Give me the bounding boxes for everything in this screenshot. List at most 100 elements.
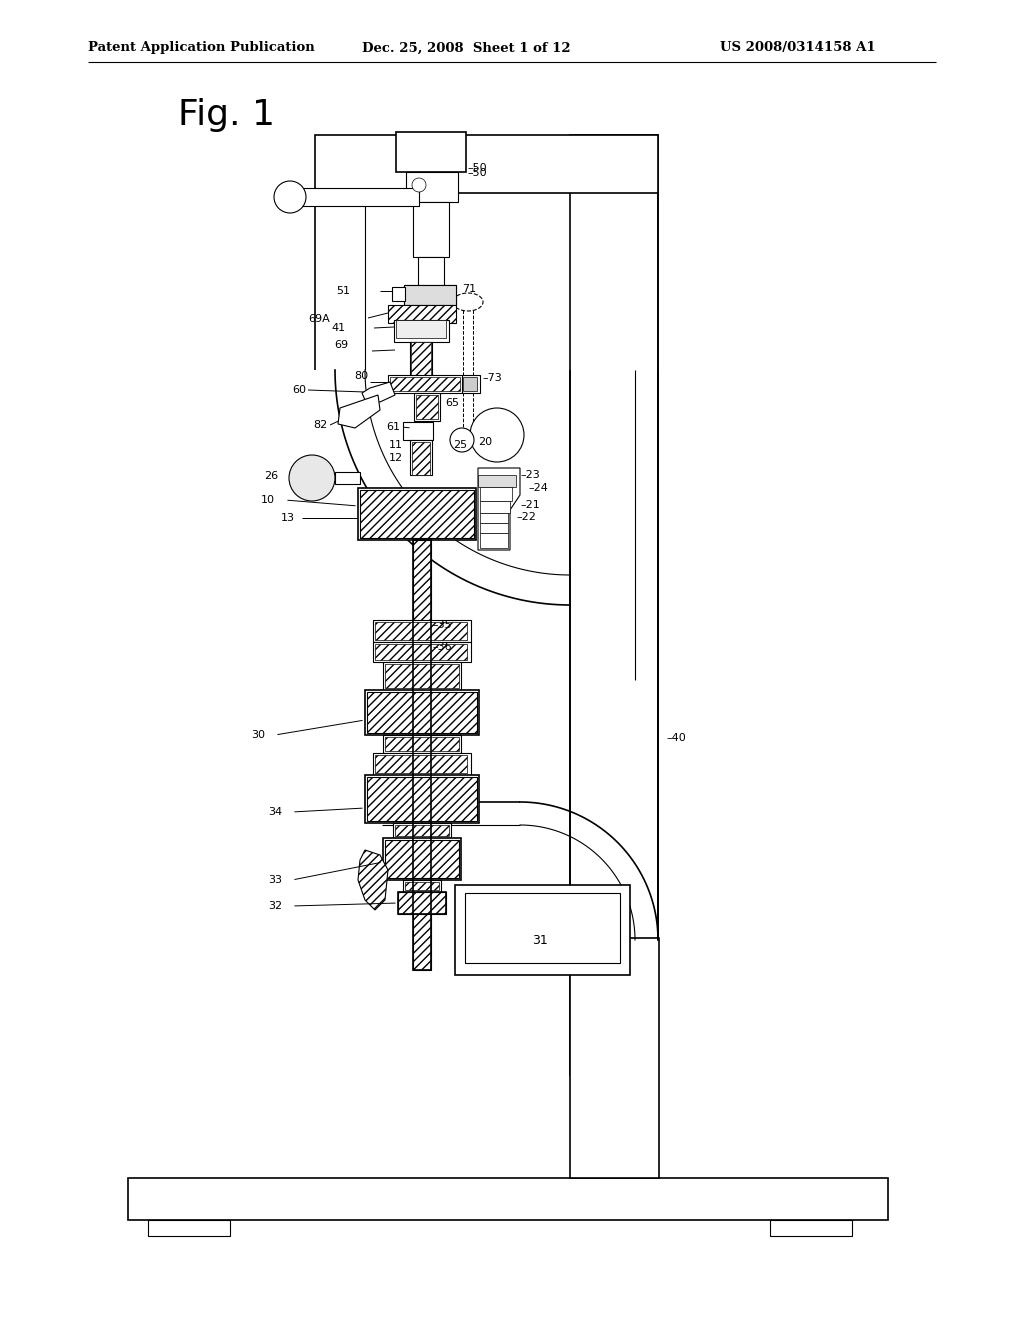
Bar: [462, 375, 480, 393]
Bar: [410, 440, 432, 475]
Bar: [360, 490, 474, 539]
Text: –50: –50: [467, 162, 486, 173]
Bar: [148, 1220, 230, 1236]
Text: US 2008/0314158 A1: US 2008/0314158 A1: [720, 41, 876, 54]
Text: Patent Application Publication: Patent Application Publication: [88, 41, 314, 54]
Bar: [385, 664, 459, 688]
Bar: [465, 894, 620, 964]
Text: 34: 34: [268, 807, 282, 817]
Bar: [416, 395, 438, 418]
Circle shape: [412, 178, 426, 191]
Text: 69: 69: [334, 341, 348, 350]
Text: 26: 26: [264, 471, 278, 480]
Text: 20: 20: [478, 437, 493, 447]
Bar: [335, 473, 360, 484]
Bar: [367, 777, 477, 821]
Bar: [383, 663, 461, 690]
Bar: [478, 475, 516, 487]
Bar: [480, 523, 508, 533]
Bar: [406, 172, 458, 202]
Text: 32: 32: [268, 902, 282, 911]
Bar: [365, 775, 479, 822]
Bar: [375, 755, 467, 774]
Bar: [128, 1177, 888, 1220]
Text: 31: 31: [532, 933, 548, 946]
Bar: [367, 692, 477, 733]
Text: 61: 61: [386, 422, 400, 432]
Text: 80: 80: [354, 371, 368, 381]
Bar: [383, 735, 461, 752]
Bar: [373, 752, 471, 775]
Bar: [463, 378, 477, 391]
Bar: [410, 342, 432, 378]
Text: 51: 51: [336, 286, 350, 296]
Text: 33: 33: [268, 875, 282, 884]
Bar: [398, 892, 446, 913]
Text: 41: 41: [332, 323, 346, 333]
Bar: [418, 257, 444, 286]
Bar: [390, 378, 460, 391]
Bar: [392, 286, 406, 301]
Bar: [770, 1220, 852, 1236]
Text: Dec. 25, 2008  Sheet 1 of 12: Dec. 25, 2008 Sheet 1 of 12: [362, 41, 570, 54]
Bar: [388, 305, 456, 323]
Bar: [414, 393, 440, 421]
Bar: [413, 540, 431, 970]
Circle shape: [274, 181, 306, 213]
Bar: [375, 622, 467, 640]
Text: Fig. 1: Fig. 1: [178, 98, 275, 132]
Bar: [295, 187, 419, 206]
Text: 12: 12: [389, 453, 403, 463]
Bar: [385, 840, 459, 878]
Text: 60: 60: [292, 385, 306, 395]
Bar: [385, 737, 459, 751]
Bar: [406, 882, 439, 890]
Bar: [375, 644, 467, 660]
Bar: [396, 132, 466, 172]
Text: –22: –22: [516, 512, 536, 521]
Bar: [396, 319, 446, 338]
Polygon shape: [478, 469, 520, 550]
Bar: [383, 838, 461, 880]
Bar: [413, 202, 449, 257]
Bar: [480, 487, 512, 502]
Bar: [412, 442, 430, 475]
Bar: [480, 513, 508, 523]
Text: –36: –36: [432, 642, 452, 652]
Text: 11: 11: [389, 440, 403, 450]
Bar: [480, 502, 510, 513]
Polygon shape: [338, 395, 380, 428]
Text: 71: 71: [462, 284, 476, 294]
Bar: [570, 135, 658, 1074]
Bar: [403, 422, 433, 440]
Circle shape: [289, 455, 335, 502]
Text: –23: –23: [520, 470, 540, 480]
Bar: [403, 880, 441, 892]
Bar: [315, 135, 658, 193]
Text: 25: 25: [453, 440, 467, 450]
Text: –40: –40: [666, 733, 686, 743]
Text: –35: –35: [432, 620, 452, 630]
Text: –21: –21: [520, 500, 540, 510]
Bar: [394, 319, 449, 342]
Polygon shape: [362, 381, 395, 403]
Text: 13: 13: [281, 513, 295, 523]
Bar: [365, 690, 479, 735]
Bar: [404, 285, 456, 305]
Bar: [480, 533, 508, 548]
Bar: [404, 285, 456, 305]
Circle shape: [470, 408, 524, 462]
Text: 30: 30: [251, 730, 265, 741]
Text: 69A: 69A: [308, 314, 330, 323]
Bar: [411, 342, 431, 375]
Bar: [455, 884, 630, 975]
Polygon shape: [358, 850, 388, 909]
Bar: [373, 642, 471, 663]
Text: 10: 10: [261, 495, 275, 506]
Bar: [398, 892, 446, 913]
Text: 65: 65: [445, 399, 459, 408]
Bar: [413, 540, 431, 970]
Bar: [393, 822, 451, 838]
Text: –73: –73: [482, 374, 502, 383]
Bar: [358, 488, 476, 540]
